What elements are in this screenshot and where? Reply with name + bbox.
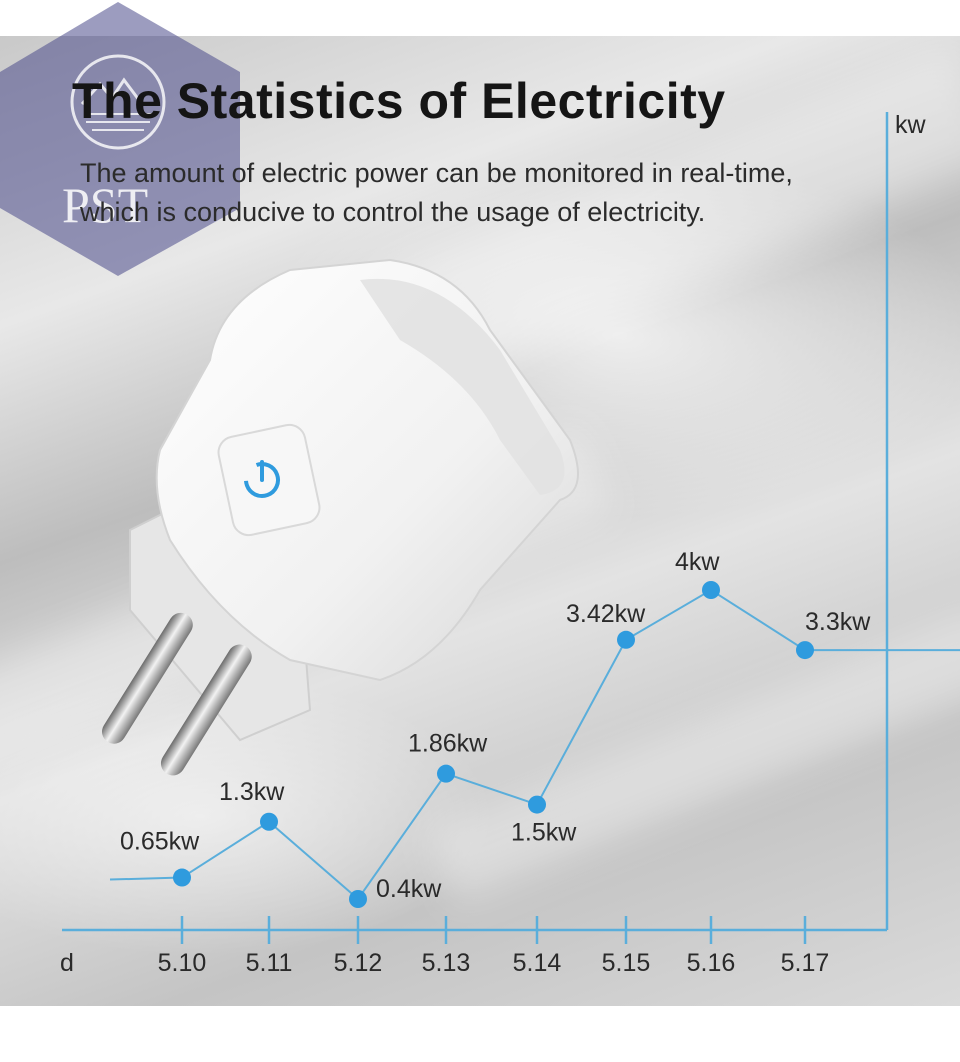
x-tick-label: 5.11: [246, 949, 293, 977]
data-point: [260, 812, 278, 831]
series-lead-in: [109, 876, 183, 881]
data-label: 4kw: [675, 548, 720, 576]
data-point: [173, 868, 191, 887]
mountain-peaks-icon: [80, 77, 144, 106]
x-ticks: 5.10 5.11 5.12 5.13 5.14 5.15 5.16 5.17: [158, 916, 830, 977]
series-line: [181, 588, 806, 901]
x-tick-label: 5.17: [781, 949, 830, 977]
x-tick-label: 5.12: [334, 949, 383, 977]
watermark-text: PST: [62, 177, 148, 233]
power-button[interactable]: [216, 422, 323, 538]
plug-pin: [102, 612, 193, 744]
smart-plug-image: [102, 258, 579, 776]
page-subtitle: The amount of electric power can be moni…: [80, 154, 900, 232]
page-title: The Statistics of Electricity: [72, 73, 726, 129]
data-point: [349, 890, 367, 908]
hexagon-shape: [0, 2, 240, 276]
data-label: 3.3kw: [805, 608, 871, 636]
data-label: 1.5kw: [511, 819, 577, 847]
y-axis-label: kw: [895, 111, 927, 139]
x-axis-label: d: [60, 949, 74, 977]
subtitle-line-1: The amount of electric power can be moni…: [80, 158, 793, 188]
x-tick-label: 5.13: [422, 949, 471, 977]
x-tick-label: 5.16: [687, 949, 736, 977]
data-label: 3.42kw: [566, 600, 646, 628]
data-label: 1.3kw: [219, 778, 285, 806]
watermark-logo: PST: [0, 2, 240, 276]
x-tick-label: 5.15: [602, 949, 651, 977]
mountain-emblem-icon: [70, 54, 166, 150]
data-label: 0.4kw: [376, 875, 442, 903]
data-label: 1.86kw: [408, 730, 488, 758]
plug-pin: [160, 644, 252, 776]
x-tick-label: 5.10: [158, 949, 207, 977]
data-label: 0.65kw: [120, 828, 200, 856]
power-icon: [244, 462, 280, 498]
data-point: [702, 581, 720, 599]
subtitle-line-2: which is conducive to control the usage …: [80, 197, 706, 227]
socket-face: [360, 278, 565, 495]
series: 0.65kw 1.3kw 0.4kw 1.86kw 1.5kw 3.42kw 4kw 3.3k…: [109, 548, 960, 908]
data-point: [437, 764, 455, 783]
data-point: [528, 795, 546, 814]
data-point: [617, 630, 635, 649]
data-point: [796, 641, 814, 660]
x-tick-label: 5.14: [513, 949, 562, 977]
